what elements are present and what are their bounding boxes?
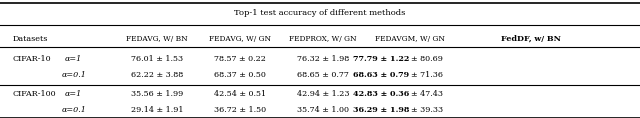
Text: 77.79 ± 1.22: 77.79 ± 1.22 (353, 55, 410, 63)
Text: α=0.1: α=0.1 (61, 106, 86, 114)
Text: 35.74 ± 1.00: 35.74 ± 1.00 (297, 106, 349, 114)
Text: 42.54 ± 0.51: 42.54 ± 0.51 (214, 90, 266, 98)
Text: FEDAVG, W/ BN: FEDAVG, W/ BN (126, 35, 188, 43)
Text: ± 47.43: ± 47.43 (411, 90, 443, 98)
Text: ± 71.36: ± 71.36 (411, 71, 443, 79)
Text: 36.29 ± 1.98: 36.29 ± 1.98 (353, 106, 410, 114)
Text: 29.14 ± 1.91: 29.14 ± 1.91 (131, 106, 183, 114)
Text: 68.63 ± 0.79: 68.63 ± 0.79 (353, 71, 410, 79)
Text: 78.57 ± 0.22: 78.57 ± 0.22 (214, 55, 266, 63)
Text: 76.01 ± 1.53: 76.01 ± 1.53 (131, 55, 183, 63)
Text: FedDF, w/ BN: FedDF, w/ BN (501, 35, 561, 43)
Text: α=1: α=1 (65, 90, 82, 98)
Text: FEDAVGM, W/ GN: FEDAVGM, W/ GN (374, 35, 445, 43)
Text: 36.72 ± 1.50: 36.72 ± 1.50 (214, 106, 266, 114)
Text: 42.83 ± 0.36: 42.83 ± 0.36 (353, 90, 410, 98)
Text: CIFAR-10: CIFAR-10 (13, 55, 51, 63)
Text: 68.37 ± 0.50: 68.37 ± 0.50 (214, 71, 266, 79)
Text: Datasets: Datasets (13, 35, 48, 43)
Text: FEDPROX, W/ GN: FEDPROX, W/ GN (289, 35, 357, 43)
Text: ± 39.33: ± 39.33 (411, 106, 443, 114)
Text: FEDAVG, W/ GN: FEDAVG, W/ GN (209, 35, 271, 43)
Text: Top-1 test accuracy of different methods: Top-1 test accuracy of different methods (234, 9, 406, 17)
Text: 62.22 ± 3.88: 62.22 ± 3.88 (131, 71, 183, 79)
Text: 68.65 ± 0.77: 68.65 ± 0.77 (297, 71, 349, 79)
Text: 35.56 ± 1.99: 35.56 ± 1.99 (131, 90, 183, 98)
Text: CIFAR-100: CIFAR-100 (13, 90, 56, 98)
Text: 76.32 ± 1.98: 76.32 ± 1.98 (297, 55, 349, 63)
Text: α=1: α=1 (65, 55, 82, 63)
Text: ± 80.69: ± 80.69 (411, 55, 443, 63)
Text: α=0.1: α=0.1 (61, 71, 86, 79)
Text: 42.94 ± 1.23: 42.94 ± 1.23 (297, 90, 349, 98)
